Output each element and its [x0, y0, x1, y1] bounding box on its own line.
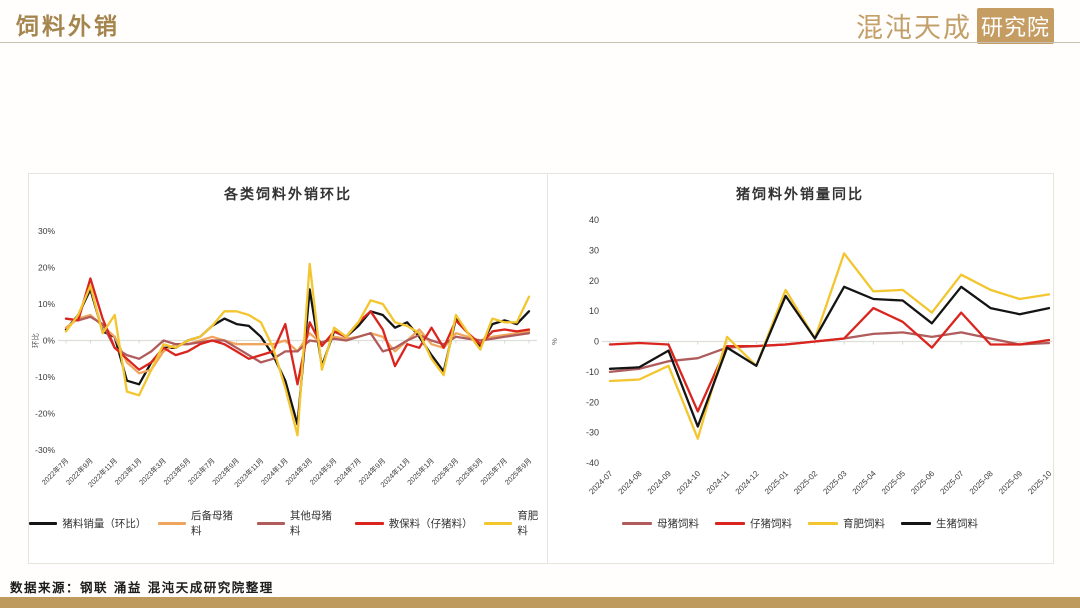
legend-item: 育肥料 [484, 508, 547, 538]
svg-text:10: 10 [589, 306, 599, 316]
svg-text:-10: -10 [586, 367, 599, 377]
svg-text:-40: -40 [586, 458, 599, 468]
legend-label: 仔猪饲料 [750, 518, 792, 530]
page-title: 饲料外销 [16, 13, 120, 40]
svg-text:2025-10: 2025-10 [1026, 469, 1052, 497]
svg-text:2024-08: 2024-08 [617, 469, 645, 497]
chart-pig-feed-yoy: 猪饲料外销量同比 2024-07 2024-08 2024-09 2024-10 202… [548, 174, 1052, 563]
legend-right: 母猪饲料 仔猪饲料 育肥饲料 生猪饲料 [548, 516, 1052, 531]
chart-title-left: 各类饲料外销环比 [224, 187, 352, 203]
svg-text:0: 0 [594, 337, 599, 347]
legend-item: 后备母猪料 [157, 508, 241, 538]
legend-swatch [256, 521, 285, 525]
svg-text:0%: 0% [43, 336, 56, 346]
legend-swatch [808, 522, 838, 525]
legend-left: 猪料销量（环比） 后备母猪料 其他母猪料 教保料（仔猪料） 育肥料 [29, 508, 547, 538]
svg-text:-10%: -10% [35, 372, 55, 382]
legend-swatch [484, 521, 513, 525]
charts-panel: 各类饲料外销环比 2022年7月 2022年9月 2022年11月 2023年1月 20… [28, 173, 1054, 564]
svg-text:2025年9月: 2025年9月 [503, 456, 534, 487]
legend-item: 母猪饲料 [622, 516, 699, 531]
svg-text:%: % [550, 338, 559, 345]
svg-text:2025-01: 2025-01 [763, 469, 791, 497]
svg-text:2025-03: 2025-03 [821, 469, 849, 497]
legend-label: 教保料（仔猪料） [388, 517, 473, 530]
svg-text:20%: 20% [38, 263, 55, 273]
legend-item: 猪料销量（环比） [29, 516, 147, 531]
svg-text:环比: 环比 [30, 333, 40, 348]
legend-swatch [622, 522, 652, 525]
legend-label: 育肥饲料 [843, 518, 885, 530]
chart-title-right: 猪饲料外销量同比 [736, 187, 864, 203]
svg-text:2024-12: 2024-12 [734, 469, 762, 497]
legend-label: 后备母猪料 [190, 510, 233, 537]
svg-text:2024-10: 2024-10 [675, 469, 703, 497]
svg-text:2024-09: 2024-09 [646, 469, 674, 497]
svg-text:2025-08: 2025-08 [968, 469, 996, 497]
legend-item: 仔猪饲料 [715, 516, 792, 531]
panel-divider [547, 174, 548, 563]
svg-text:-30: -30 [586, 428, 599, 438]
svg-text:2025-04: 2025-04 [851, 469, 879, 497]
legend-label: 生猪饲料 [936, 518, 978, 530]
legend-swatch [901, 522, 931, 525]
legend-swatch [29, 521, 58, 525]
legend-swatch [355, 521, 384, 525]
svg-text:2025-09: 2025-09 [997, 469, 1025, 497]
legend-label: 母猪饲料 [657, 518, 699, 530]
legend-swatch [157, 521, 186, 525]
logo-brand-text: 混沌天成 [855, 13, 972, 44]
svg-text:-20%: -20% [35, 409, 55, 419]
svg-text:2025-05: 2025-05 [880, 469, 908, 497]
legend-swatch [715, 522, 745, 525]
svg-text:10%: 10% [38, 299, 55, 309]
company-logo: 混沌天成 研究院 [856, 6, 1054, 45]
legend-item: 教保料（仔猪料） [355, 516, 473, 531]
logo-badge-text: 研究院 [976, 7, 1054, 44]
svg-text:2025-06: 2025-06 [909, 469, 937, 497]
svg-text:2024-11: 2024-11 [705, 469, 732, 496]
svg-text:30: 30 [589, 245, 599, 255]
header-divider [0, 42, 1080, 43]
legend-item: 育肥饲料 [808, 516, 885, 531]
legend-item: 其他母猪料 [256, 508, 340, 538]
line-chart-pig-feed-yoy: 2024-07 2024-08 2024-09 2024-10 2024-11 2024-… [550, 215, 1052, 497]
svg-text:-20: -20 [586, 397, 599, 407]
legend-item: 生猪饲料 [901, 516, 978, 531]
legend-label: 猪料销量（环比） [62, 517, 147, 530]
svg-text:2024-07: 2024-07 [587, 469, 615, 497]
svg-text:-30%: -30% [35, 445, 55, 455]
svg-text:40: 40 [589, 215, 599, 225]
legend-label: 其他母猪料 [289, 510, 332, 537]
line-chart-feed-mom: 2022年7月2022年9月2022年11月2023年1月2023年3月2023… [30, 226, 537, 489]
svg-text:20: 20 [589, 276, 599, 286]
svg-text:2025-02: 2025-02 [792, 469, 820, 497]
svg-text:30%: 30% [38, 226, 55, 236]
chart-feed-mom: 各类饲料外销环比 2022年7月 2022年9月 2022年11月 2023年1月 20… [29, 174, 547, 563]
svg-text:2025-07: 2025-07 [938, 469, 966, 497]
data-source-note: 数据来源：钢联 涌益 混沌天成研究院整理 [10, 580, 274, 595]
legend-label: 育肥料 [517, 510, 539, 537]
bottom-accent-bar [0, 597, 1080, 608]
